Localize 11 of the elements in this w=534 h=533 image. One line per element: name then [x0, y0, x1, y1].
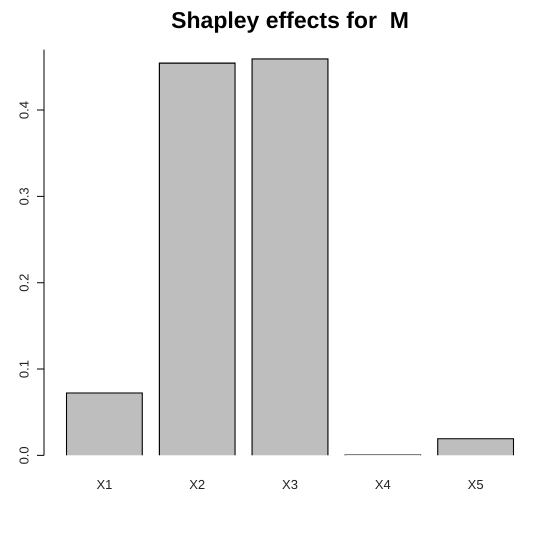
x-tick-label: X4 — [374, 476, 391, 492]
chart-title: Shapley effects for M — [171, 7, 409, 34]
x-tick-label: X2 — [189, 476, 206, 492]
y-tick-label: 0.2 — [16, 274, 32, 292]
x-tick-label: X3 — [282, 476, 298, 492]
y-tick-label: 0.4 — [16, 101, 32, 120]
x-tick-label: X5 — [468, 476, 484, 492]
y-tick-label: 0.0 — [16, 446, 32, 464]
y-tick-label: 0.1 — [16, 360, 32, 378]
x-tick-label: X1 — [96, 476, 112, 492]
y-tick-label: 0.3 — [16, 187, 32, 206]
